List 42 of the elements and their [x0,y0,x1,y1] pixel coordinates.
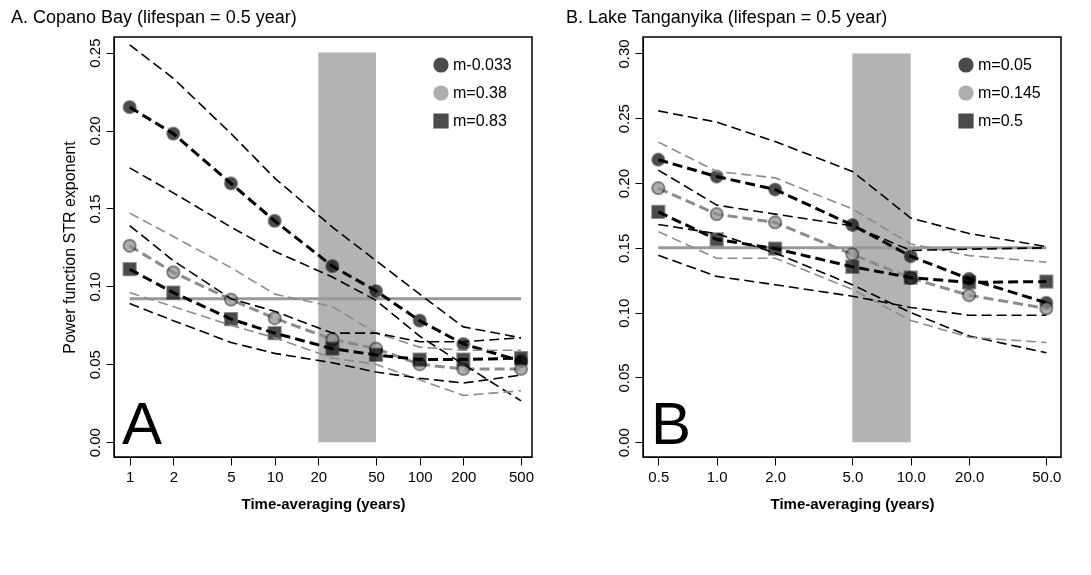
legend-label: m=0.145 [978,84,1041,101]
x-tick-label: 20 [310,467,328,485]
x-tick-label: 5 [227,467,236,485]
y-axis-title: Power function STR exponent [60,140,78,354]
legend-label: m=0.83 [453,112,507,129]
y-tick-label: 0.20 [614,168,632,199]
annotation: B [651,390,692,457]
x-tick-label: 1 [125,467,135,485]
x-tick-label: 50.0 [1032,467,1062,485]
x-tick-label: 2 [169,467,178,485]
y-tick-label: 0.00 [614,428,632,458]
x-tick-label: 1.0 [706,467,728,485]
y-tick-label: 0.10 [85,272,103,302]
y-tick-label: 0.15 [614,233,632,263]
y-tick-label: 0.00 [85,428,103,458]
y-tick-label: 0.25 [614,104,632,134]
annotation: A [122,390,163,457]
x-tick-label: 20.0 [955,467,985,485]
legend-label: m=0.5 [978,112,1024,129]
x-tick-label: 500 [509,467,535,485]
x-tick-label: 10.0 [896,467,926,485]
y-tick-label: 0.20 [85,116,103,146]
x-tick-label: 0.5 [648,467,670,485]
legend-label: m=0.05 [978,56,1032,73]
y-tick-label: 0.25 [85,38,103,68]
y-tick-label: 0.05 [85,350,103,380]
x-tick-label: 5.0 [842,467,864,485]
y-tick-label: 0.05 [614,363,632,393]
legend-label: m=0.38 [453,84,507,101]
y-tick-label: 0.10 [614,298,632,328]
x-tick-label: 100 [407,467,433,485]
chart-title: A. Copano Bay (lifespan = 0.5 year) [11,7,297,27]
y-tick-label: 0.30 [614,39,632,69]
chart-title: B. Lake Tanganyika (lifespan = 0.5 year) [566,7,888,27]
x-tick-label: 50 [368,467,385,485]
legend-label: m-0.033 [453,56,512,73]
y-tick-label: 0.15 [85,194,103,224]
x-tick-label: 2.0 [765,467,787,485]
x-axis-title: Time-averaging (years) [770,494,935,512]
x-tick-label: 10 [266,467,284,485]
x-axis-title: Time-averaging (years) [241,494,406,512]
x-tick-label: 200 [451,467,477,485]
